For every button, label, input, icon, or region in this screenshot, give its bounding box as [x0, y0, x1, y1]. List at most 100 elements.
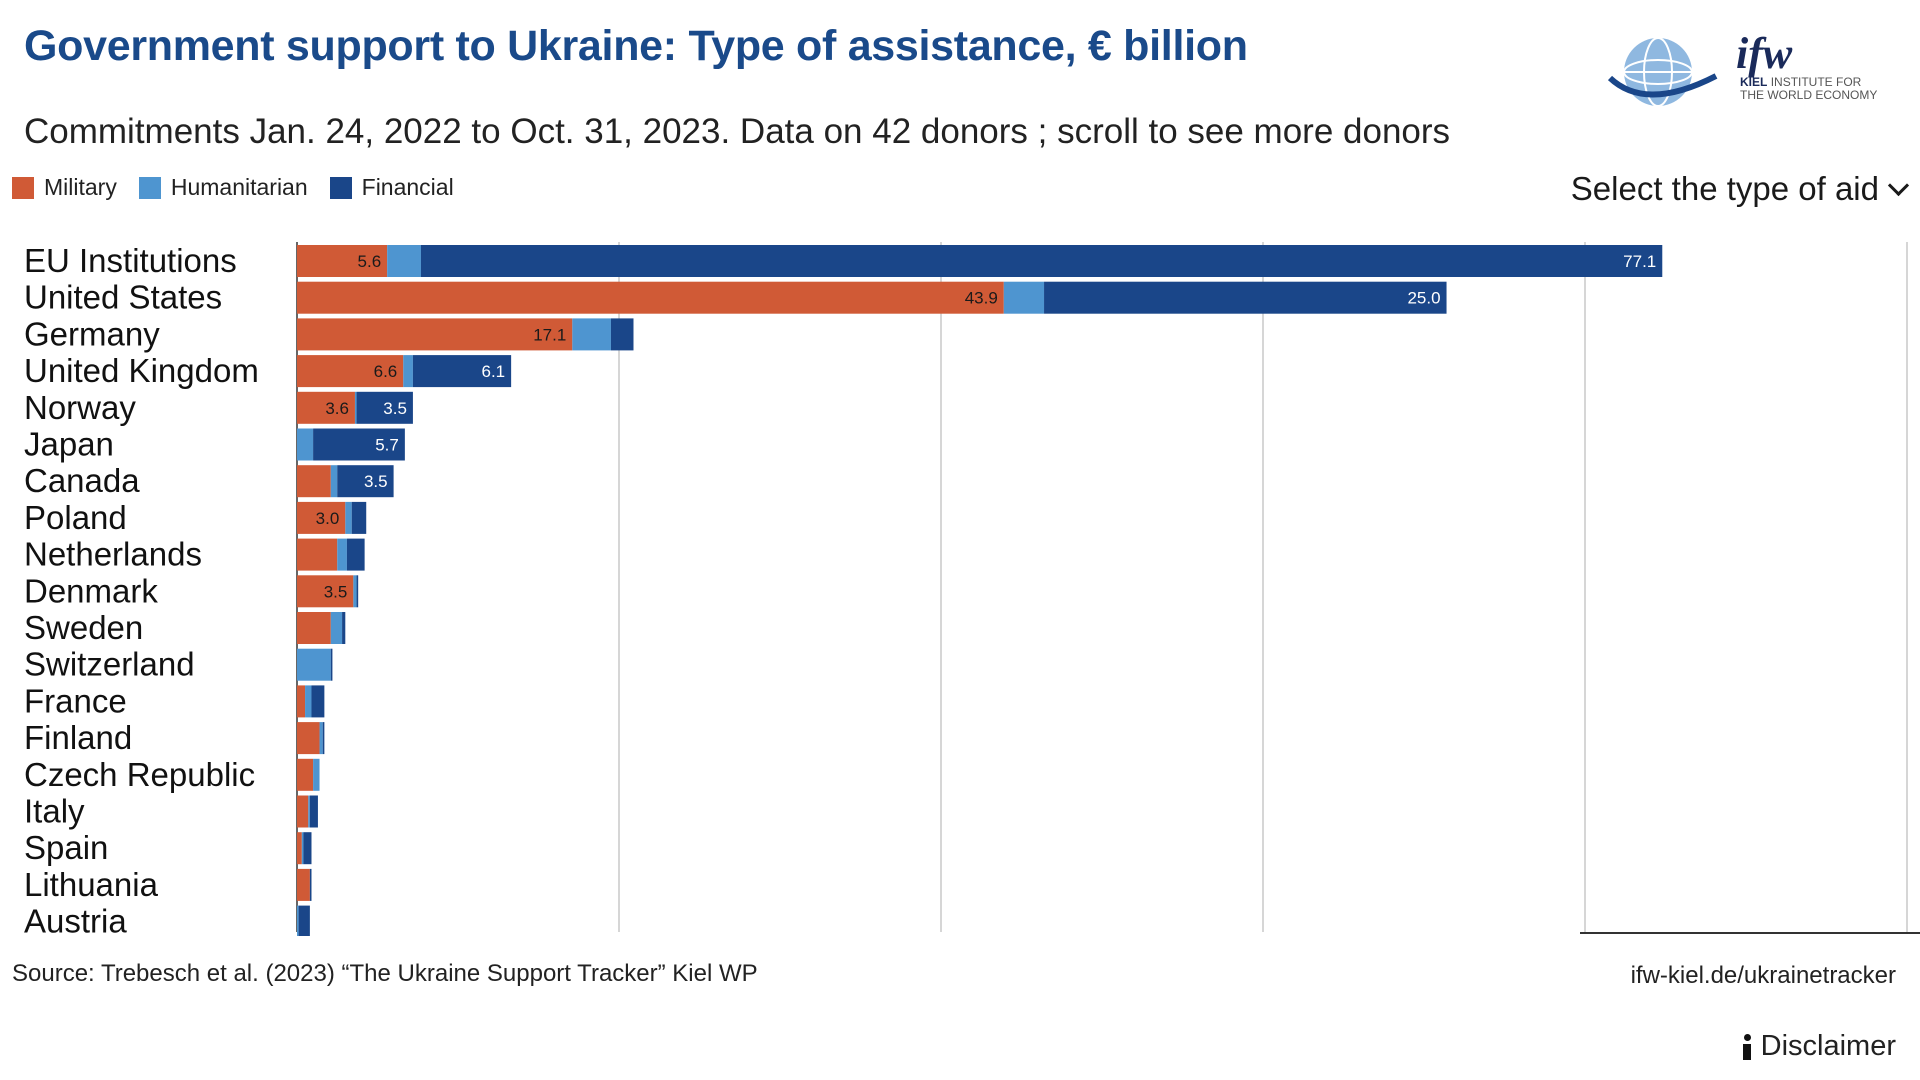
legend-item-financial: Financial [329, 174, 454, 201]
category-label: United States [24, 279, 222, 316]
data-label: 3.6 [325, 399, 349, 418]
bar-financial[interactable] [298, 905, 310, 936]
bar-financial[interactable] [311, 685, 325, 718]
legend-label-humanitarian: Humanitarian [170, 174, 308, 200]
data-label: 3.0 [316, 509, 340, 528]
divider [1580, 932, 1920, 934]
legend-item-humanitarian: Humanitarian [138, 174, 308, 201]
bar-financial[interactable] [309, 795, 318, 828]
data-label: 6.6 [374, 362, 398, 381]
bar-financial[interactable] [356, 391, 413, 424]
logo-subtitle: KIEL INSTITUTE FOR THE WORLD ECONOMY [1740, 75, 1878, 102]
legend-swatch-humanitarian [138, 176, 161, 199]
bar-financial[interactable] [313, 428, 405, 461]
legend-label-financial: Financial [361, 174, 454, 200]
bar-military[interactable] [297, 575, 354, 608]
category-label: Denmark [24, 572, 158, 609]
bar-humanitarian[interactable] [297, 428, 314, 461]
data-label: 43.9 [965, 289, 998, 308]
legend-item-military: Military [12, 174, 117, 201]
bar-military[interactable] [297, 722, 320, 755]
bar-humanitarian[interactable] [297, 648, 331, 681]
disclaimer-button[interactable]: Disclaimer [1741, 1030, 1896, 1063]
bar-humanitarian[interactable] [330, 612, 343, 644]
category-label: United Kingdom [24, 352, 259, 389]
bar-financial[interactable] [342, 612, 346, 644]
bar-financial[interactable] [351, 501, 367, 534]
category-label: Norway [24, 389, 136, 426]
globe-icon [1607, 37, 1718, 107]
bar-military[interactable] [297, 355, 404, 388]
bar-military[interactable] [297, 318, 573, 351]
bar-humanitarian[interactable] [301, 832, 304, 865]
category-label: Czech Republic [24, 756, 255, 793]
bar-financial[interactable] [420, 245, 1663, 277]
aid-type-select-label: Select the type of aid [1570, 170, 1879, 207]
bar-financial[interactable] [610, 318, 634, 351]
bar-military[interactable] [297, 465, 331, 498]
bar-humanitarian[interactable] [313, 758, 320, 791]
bar-financial[interactable] [337, 465, 394, 498]
bar-financial[interactable] [1044, 281, 1447, 314]
aid-type-select[interactable]: Select the type of aid [1570, 170, 1910, 208]
data-label: 77.1 [1623, 252, 1656, 271]
bar-military[interactable] [297, 538, 338, 571]
bar-military[interactable] [297, 685, 306, 718]
category-label: France [24, 682, 127, 719]
bar-humanitarian[interactable] [353, 575, 357, 608]
bar-financial[interactable] [356, 575, 359, 608]
bar-military[interactable] [297, 612, 331, 644]
category-label: Japan [24, 426, 114, 463]
category-label: Lithuania [24, 866, 159, 903]
logo-wordmark: ifw [1736, 29, 1793, 78]
bar-military[interactable] [297, 795, 309, 828]
legend: Military Humanitarian Financial [12, 174, 454, 201]
chart-title: Government support to Ukraine: Type of a… [24, 22, 1248, 70]
legend-label-military: Military [44, 174, 117, 200]
bar-financial[interactable] [303, 832, 312, 865]
bar-financial[interactable] [309, 868, 312, 901]
category-label: Sweden [24, 609, 143, 646]
bar-financial[interactable] [412, 355, 512, 388]
bar-humanitarian[interactable] [305, 685, 312, 718]
category-label: Germany [24, 315, 160, 352]
source-note: Source: Trebesch et al. (2023) “The Ukra… [12, 960, 758, 987]
category-label: Spain [24, 829, 108, 866]
bar-military[interactable] [297, 832, 302, 865]
bar-humanitarian[interactable] [572, 318, 611, 351]
category-label: Italy [24, 793, 85, 830]
bar-humanitarian[interactable] [297, 905, 299, 936]
bar-military[interactable] [297, 391, 355, 424]
bar-humanitarian[interactable] [330, 465, 338, 498]
bar-humanitarian[interactable] [403, 355, 413, 388]
disclaimer-label: Disclaimer [1760, 1030, 1896, 1062]
category-label: Netherlands [24, 536, 202, 573]
bar-financial[interactable] [346, 538, 365, 571]
chart-subtitle: Commitments Jan. 24, 2022 to Oct. 31, 20… [24, 112, 1451, 151]
bar-humanitarian[interactable] [319, 722, 323, 755]
legend-swatch-financial [329, 176, 352, 199]
data-label: 25.0 [1407, 289, 1440, 308]
category-label: Canada [24, 462, 140, 499]
bar-financial[interactable] [322, 722, 325, 755]
data-label: 3.5 [383, 399, 407, 418]
bar-humanitarian[interactable] [308, 795, 310, 828]
bar-military[interactable] [297, 281, 1004, 314]
bar-military[interactable] [297, 868, 310, 901]
category-label: Poland [24, 499, 127, 536]
category-label: EU Institutions [24, 242, 237, 279]
chevron-down-icon [1887, 174, 1910, 196]
bar-military[interactable] [297, 758, 314, 791]
bar-humanitarian[interactable] [387, 245, 421, 277]
bar-financial[interactable] [330, 648, 333, 681]
bar-humanitarian[interactable] [354, 391, 357, 424]
data-label: 5.7 [375, 436, 399, 455]
bar-humanitarian[interactable] [337, 538, 347, 571]
bar-humanitarian[interactable] [345, 501, 352, 534]
bar-humanitarian[interactable] [1003, 281, 1045, 314]
bar-military[interactable] [297, 501, 346, 534]
stacked-bar-chart[interactable]: EU Institutions 5.6 77.1 United States 43.9 2… [0, 236, 1920, 936]
tracker-link[interactable]: ifw-kiel.de/ukrainetracker [1630, 962, 1896, 989]
bar-military[interactable] [297, 245, 388, 277]
category-label: Switzerland [24, 646, 195, 683]
